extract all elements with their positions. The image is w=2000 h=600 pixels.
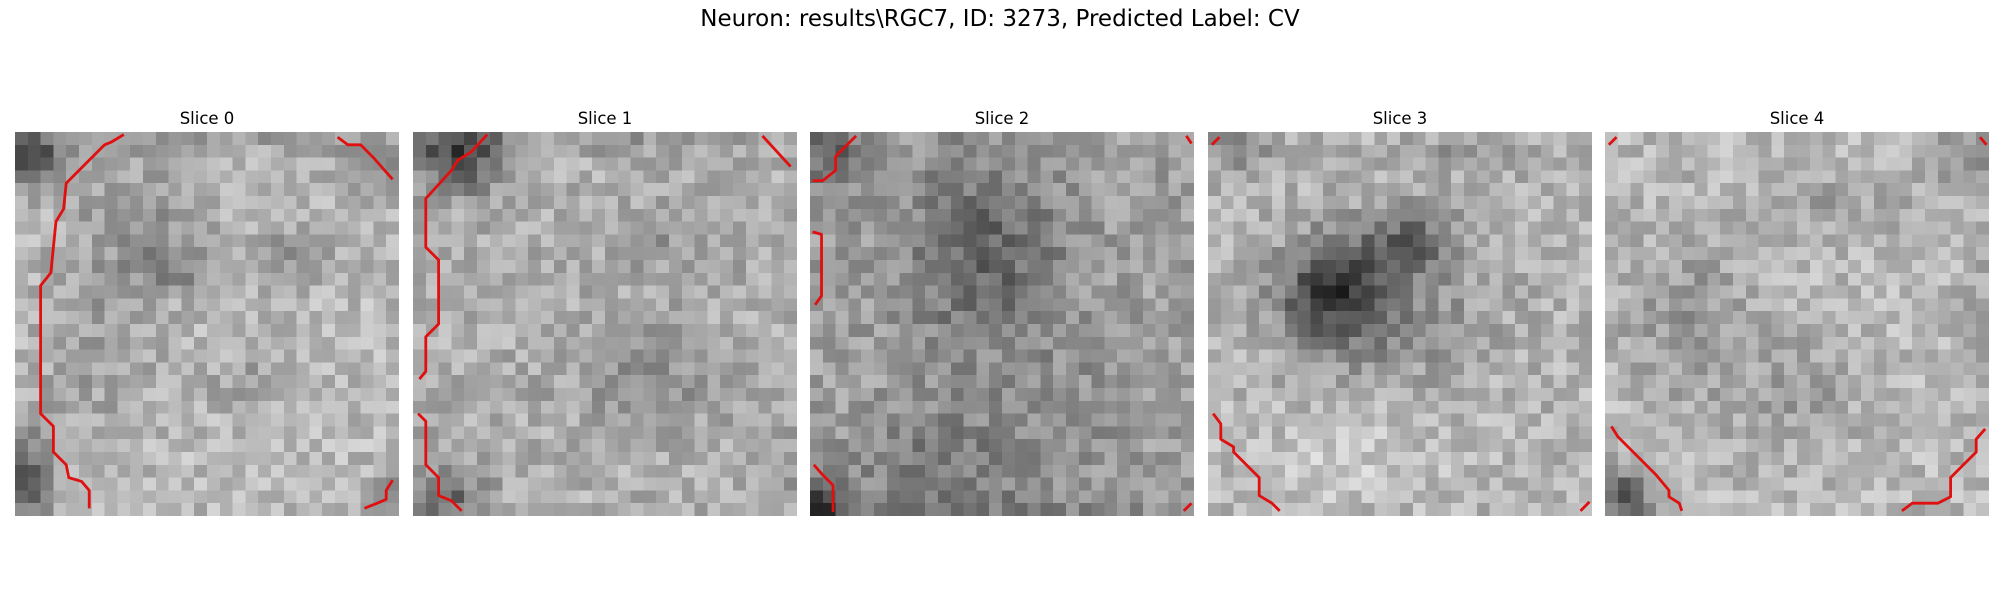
slice-panel-4: Slice 4: [1605, 108, 1989, 516]
pixel-grid: [810, 132, 1194, 516]
contour-bottom-right: [1901, 428, 1987, 513]
pixel-grid: [1208, 132, 1592, 516]
slice-title-2: Slice 2: [974, 109, 1030, 128]
slice-image-3: [1208, 132, 1592, 516]
contour-bottom-left: [417, 412, 463, 512]
slice-title-1: Slice 1: [577, 109, 633, 128]
slice-image-4: [1605, 132, 1989, 516]
pixel-grid: [15, 132, 399, 516]
slice-image-1: [413, 132, 797, 516]
slice-image-0: [15, 132, 399, 516]
contour-bottom-left: [1211, 412, 1281, 512]
contour-bottom-left: [812, 463, 835, 513]
contour-top-left: [1210, 136, 1221, 146]
contour-bottom-right: [1579, 500, 1591, 512]
contour-top-left: [1607, 136, 1618, 146]
contour-bottom-right: [363, 479, 394, 510]
slice-panel-0: Slice 0: [15, 108, 399, 516]
contour-left: [39, 133, 125, 509]
slice-panel-1: Slice 1: [413, 108, 797, 516]
contour-top-right: [761, 134, 792, 168]
slice-title-3: Slice 3: [1372, 109, 1428, 128]
contour-left: [418, 133, 489, 380]
contour-top-left: [812, 134, 858, 183]
figure-title: Neuron: results\RGC7, ID: 3273, Predicte…: [700, 6, 1300, 32]
slice-title-0: Slice 0: [179, 109, 235, 128]
contour-top-right: [1185, 135, 1193, 145]
slice-title-4: Slice 4: [1769, 109, 1825, 128]
contour-top-right: [1978, 136, 1988, 146]
slice-panel-2: Slice 2: [810, 108, 1194, 516]
contour-bottom-left: [1610, 425, 1684, 512]
pixel-grid: [1605, 132, 1989, 516]
contour-bottom-right: [1182, 502, 1193, 512]
slice-panel-3: Slice 3: [1208, 108, 1592, 516]
contour-left: [812, 230, 823, 306]
pixel-grid: [413, 132, 797, 516]
slice-image-2: [810, 132, 1194, 516]
contour-top-right: [336, 135, 394, 181]
